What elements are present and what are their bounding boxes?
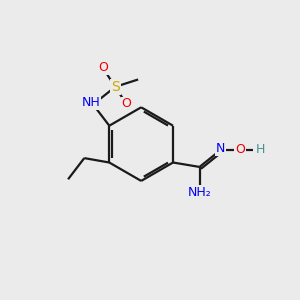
Text: NH: NH <box>82 96 100 109</box>
Text: N: N <box>216 142 225 155</box>
Text: H: H <box>256 143 266 156</box>
Text: O: O <box>122 98 131 110</box>
Text: O: O <box>98 61 108 74</box>
Text: NH₂: NH₂ <box>188 186 212 199</box>
Text: S: S <box>111 80 120 94</box>
Text: O: O <box>235 143 245 156</box>
